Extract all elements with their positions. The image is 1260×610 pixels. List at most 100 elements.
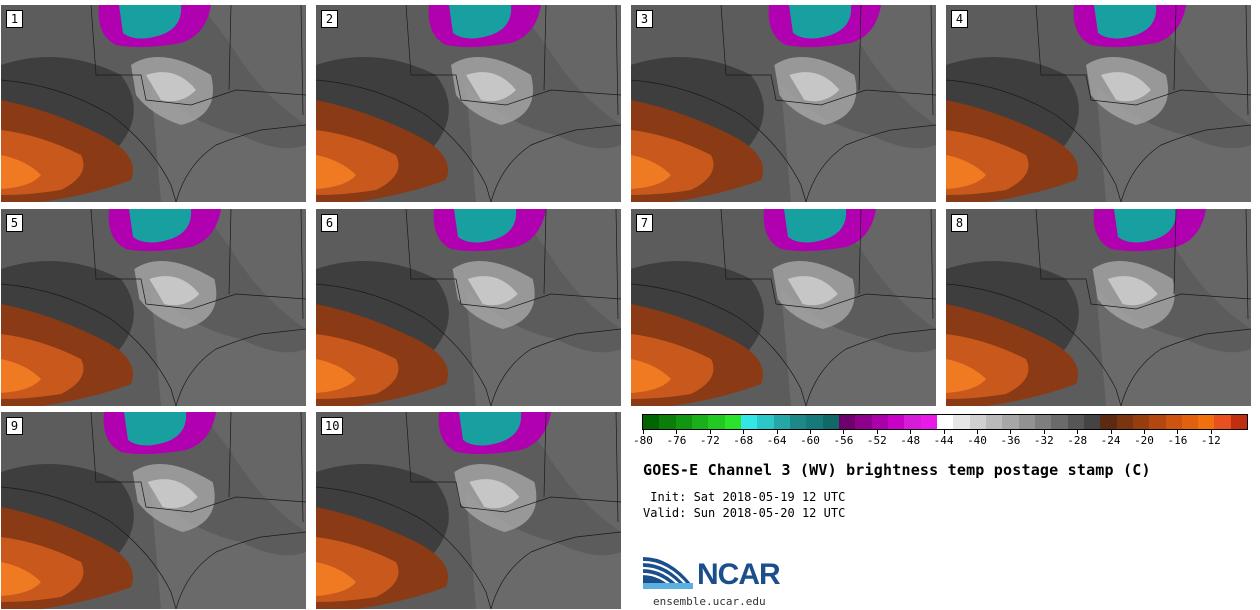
- colorbar-swatch: [757, 415, 774, 429]
- colorbar-tick-mark: [1177, 430, 1179, 434]
- wv-map-1: [1, 5, 306, 202]
- colorbar-tick-label: -68: [733, 434, 754, 447]
- colorbar-swatch: [855, 415, 872, 429]
- colorbar-tick-mark: [1010, 430, 1012, 434]
- colorbar-tick-label: -44: [933, 434, 954, 447]
- colorbar-swatch: [1034, 415, 1052, 429]
- panel-number-label: 7: [636, 214, 653, 232]
- colorbar-swatch: [1181, 415, 1199, 429]
- colorbar-tick-label: -28: [1067, 434, 1088, 447]
- colorbar-tick-label: -64: [766, 434, 787, 447]
- colorbar-tick-label: -12: [1200, 434, 1221, 447]
- colorbar-swatch: [643, 415, 660, 429]
- wv-map-10: [316, 412, 621, 609]
- colorbar-tick-mark: [709, 430, 711, 434]
- colorbar-tick-label: -24: [1100, 434, 1121, 447]
- panel-number-label: 6: [321, 214, 338, 232]
- colorbar-swatch: [1018, 415, 1035, 429]
- stamp-panel-7[interactable]: 7: [631, 209, 936, 406]
- time-info: Init: Sat 2018-05-19 12 UTC Valid: Sun 2…: [643, 489, 845, 521]
- panel-number-label: 2: [321, 10, 338, 28]
- ncar-logo[interactable]: NCAR: [642, 553, 802, 605]
- colorbar-swatch: [740, 415, 758, 429]
- colorbar-swatch: [724, 415, 741, 429]
- wv-map-4: [946, 5, 1251, 202]
- colorbar-swatch: [838, 415, 856, 429]
- colorbar-tick-label: -48: [900, 434, 921, 447]
- colorbar-tick-mark: [776, 430, 778, 434]
- colorbar-swatch: [953, 415, 970, 429]
- colorbar-tick-mark: [943, 430, 945, 434]
- colorbar-tick-label: -36: [1000, 434, 1021, 447]
- colorbar-tick-mark: [843, 430, 845, 434]
- colorbar-swatch: [904, 415, 921, 429]
- stamp-panel-4[interactable]: 4: [946, 5, 1251, 202]
- colorbar-tick-label: -20: [1134, 434, 1154, 447]
- colorbar-tick-mark: [676, 430, 678, 434]
- colorbar-swatch: [789, 415, 807, 429]
- colorbar-swatch: [1083, 415, 1101, 429]
- wv-map-8: [946, 209, 1251, 406]
- colorbar-tick-mark: [743, 430, 745, 434]
- colorbar-swatch: [806, 415, 823, 429]
- colorbar-swatch: [936, 415, 954, 429]
- colorbar-tick-label: -52: [866, 434, 887, 447]
- colorbar-swatch: [708, 415, 725, 429]
- colorbar-swatch: [969, 415, 986, 429]
- wv-map-9: [1, 412, 306, 609]
- stamp-panel-6[interactable]: 6: [316, 209, 621, 406]
- stamp-panel-8[interactable]: 8: [946, 209, 1251, 406]
- colorbar-tick-label: -40: [967, 434, 987, 447]
- colorbar-swatch: [1002, 415, 1019, 429]
- colorbar-tick-mark: [1210, 430, 1212, 434]
- panel-number-label: 4: [951, 10, 968, 28]
- colorbar-tick-mark: [876, 430, 878, 434]
- panel-number-label: 3: [636, 10, 653, 28]
- colorbar-tick-mark: [643, 430, 644, 434]
- colorbar-tick-mark: [977, 430, 978, 434]
- colorbar-swatch: [1214, 415, 1231, 429]
- colorbar-swatch: [675, 415, 692, 429]
- panel-number-label: 10: [321, 417, 344, 435]
- colorbar-tick-label: -56: [833, 434, 854, 447]
- colorbar-tick-label: -16: [1167, 434, 1188, 447]
- wv-map-3: [631, 5, 936, 202]
- colorbar-tick-label: -76: [666, 434, 687, 447]
- colorbar-swatch: [1198, 415, 1215, 429]
- colorbar-tick-mark: [810, 430, 811, 434]
- colorbar-tick-mark: [910, 430, 912, 434]
- colorbar-tick-label: -60: [800, 434, 820, 447]
- colorbar-swatch: [1230, 415, 1248, 429]
- colorbar-ticks: -80 -76 -72 -68 -64 -60 -56 -52 -48 -44 -40 -36 -32-…: [633, 430, 1248, 450]
- colorbar-tick-mark: [1110, 430, 1112, 434]
- stamp-panel-5[interactable]: 5: [1, 209, 306, 406]
- colorbar-swatch: [1132, 415, 1150, 429]
- colorbar-tick-mark: [1077, 430, 1079, 434]
- valid-time: Valid: Sun 2018-05-20 12 UTC: [643, 506, 846, 520]
- stamp-panel-1[interactable]: 1: [1, 5, 306, 202]
- plot-title: GOES-E Channel 3 (WV) brightness temp po…: [643, 461, 1151, 479]
- colorbar-swatch: [1051, 415, 1068, 429]
- colorbar-tick-mark: [1144, 430, 1145, 434]
- colorbar-swatch: [985, 415, 1003, 429]
- logo-text: NCAR: [697, 558, 781, 591]
- panel-number-label: 1: [6, 10, 23, 28]
- colorbar-swatch: [871, 415, 888, 429]
- wv-map-2: [316, 5, 621, 202]
- colorbar-tick-label: -72: [699, 434, 720, 447]
- colorbar-swatch: [1116, 415, 1133, 429]
- stamp-panel-3[interactable]: 3: [631, 5, 936, 202]
- colorbar-swatch: [1149, 415, 1166, 429]
- ncar-swoosh-icon: [642, 557, 693, 590]
- wv-map-6: [316, 209, 621, 406]
- stamp-panel-10[interactable]: 10: [316, 412, 621, 609]
- panel-number-label: 5: [6, 214, 23, 232]
- panel-number-label: 8: [951, 214, 968, 232]
- colorbar-tick-mark: [1043, 430, 1045, 434]
- stamp-panel-9[interactable]: 9: [1, 412, 306, 609]
- panel-number-label: 9: [6, 417, 23, 435]
- stamp-panel-2[interactable]: 2: [316, 5, 621, 202]
- colorbar-tick-label: -32: [1033, 434, 1054, 447]
- colorbar-swatch: [822, 415, 839, 429]
- logo-url[interactable]: ensemble.ucar.edu: [653, 595, 766, 608]
